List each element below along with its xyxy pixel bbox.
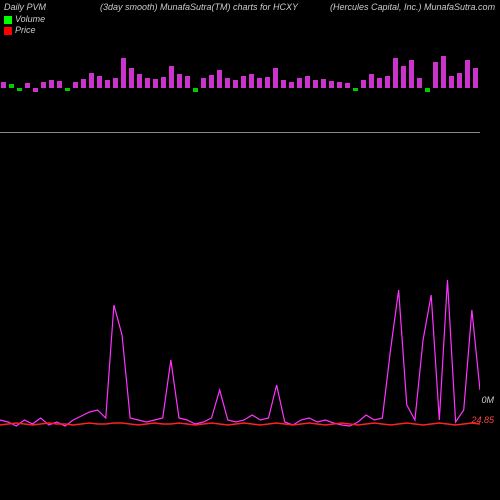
volume-bar — [409, 60, 414, 88]
legend-price: Price — [4, 25, 45, 36]
volume-bar — [153, 79, 158, 88]
volume-bar — [361, 80, 366, 88]
volume-bar — [41, 82, 46, 88]
volume-bar — [9, 84, 14, 88]
volume-bar — [345, 83, 350, 88]
volume-bar — [217, 70, 222, 88]
line-chart-svg — [0, 250, 480, 450]
legend-label-price: Price — [15, 25, 36, 36]
volume-bar — [17, 88, 22, 91]
volume-bar — [209, 75, 214, 88]
volume-bar — [65, 88, 70, 91]
price-line — [0, 423, 480, 425]
volume-bar — [249, 74, 254, 88]
volume-line — [0, 280, 480, 426]
volume-bar — [281, 80, 286, 88]
header-center-left: (3day smooth) MunafaSutra(TM) charts for… — [100, 2, 298, 12]
volume-bar — [1, 82, 6, 88]
volume-bar — [321, 79, 326, 88]
chart-header: Daily PVM (3day smooth) MunafaSutra(TM) … — [0, 2, 500, 16]
volume-bar — [417, 78, 422, 88]
volume-bar — [57, 81, 62, 88]
legend-swatch-price — [4, 27, 12, 35]
volume-bar — [401, 66, 406, 88]
volume-bar — [265, 77, 270, 88]
volume-bar — [97, 76, 102, 88]
volume-bar — [449, 76, 454, 88]
volume-bar — [241, 76, 246, 88]
line-chart-region — [0, 250, 480, 450]
volume-bar — [145, 78, 150, 88]
volume-bar — [73, 82, 78, 88]
volume-bar — [297, 78, 302, 88]
volume-bar — [457, 73, 462, 88]
volume-bar — [329, 81, 334, 88]
volume-bar — [377, 78, 382, 88]
volume-bar — [369, 74, 374, 88]
volume-bar — [337, 82, 342, 88]
volume-bar — [201, 78, 206, 88]
volume-axis-line — [0, 132, 480, 133]
volume-bar — [441, 56, 446, 88]
header-left: Daily PVM — [4, 2, 46, 12]
volume-bar — [169, 66, 174, 88]
volume-bar — [385, 76, 390, 88]
y-label-volume: 0M — [481, 395, 494, 405]
volume-bar — [257, 78, 262, 88]
volume-bar — [121, 58, 126, 88]
volume-bar — [89, 73, 94, 88]
volume-bar — [81, 79, 86, 88]
volume-bar — [433, 62, 438, 88]
header-center-right: (Hercules Capital, Inc.) MunafaSutra.com — [330, 2, 495, 12]
volume-bar — [33, 88, 38, 92]
volume-bar — [185, 76, 190, 88]
volume-bar — [49, 80, 54, 88]
volume-bar — [25, 83, 30, 88]
legend-swatch-volume — [4, 16, 12, 24]
volume-bar — [129, 68, 134, 88]
volume-bar — [233, 80, 238, 88]
volume-bar — [425, 88, 430, 92]
y-label-price: 24.85 — [471, 415, 494, 425]
volume-bar — [137, 74, 142, 88]
volume-bar — [473, 68, 478, 88]
volume-bar — [225, 78, 230, 88]
volume-bar — [273, 68, 278, 88]
volume-bar — [305, 76, 310, 88]
volume-bar — [313, 80, 318, 88]
volume-bar-chart — [0, 45, 480, 130]
volume-bar — [289, 82, 294, 88]
volume-bar — [177, 74, 182, 88]
volume-bar — [105, 80, 110, 88]
volume-bar — [113, 78, 118, 88]
volume-bar — [353, 88, 358, 91]
legend: Volume Price — [4, 14, 45, 36]
legend-label-volume: Volume — [15, 14, 45, 25]
volume-bar — [161, 77, 166, 88]
volume-bar — [393, 58, 398, 88]
legend-volume: Volume — [4, 14, 45, 25]
volume-bar — [193, 88, 198, 92]
volume-bar — [465, 60, 470, 88]
